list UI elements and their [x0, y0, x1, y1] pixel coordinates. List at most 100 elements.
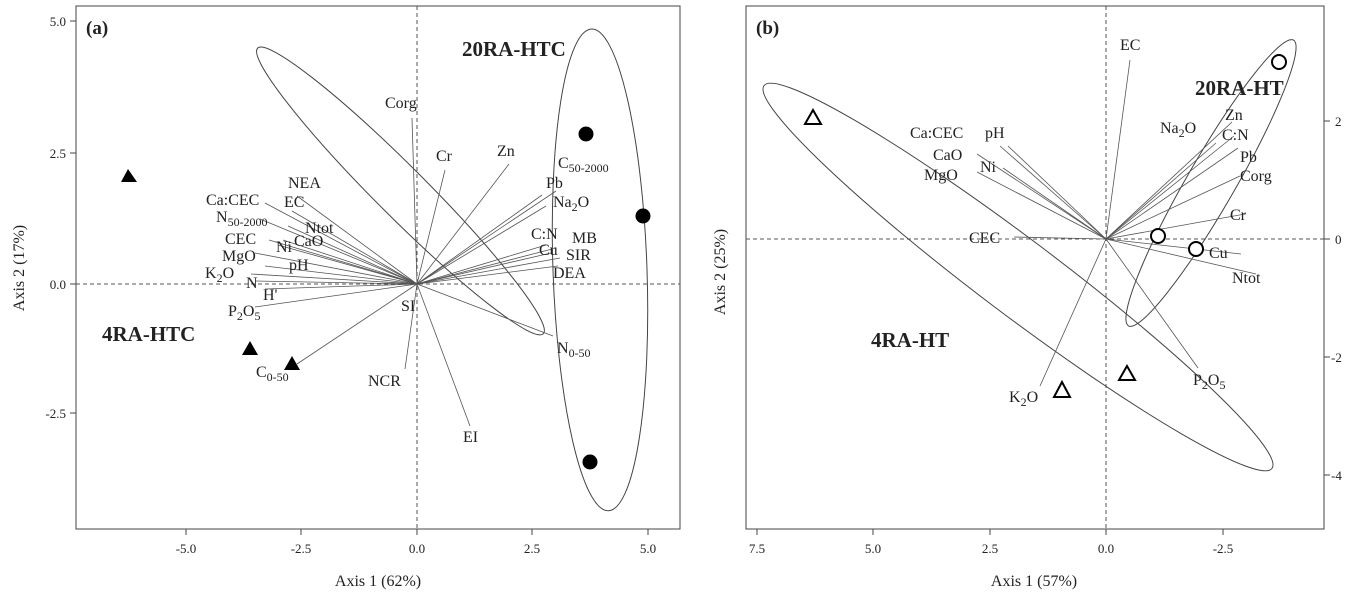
- vector-DEA: [416, 265, 559, 285]
- point-4RA-HTC: [121, 169, 137, 182]
- panel-a-x-ticks: [185, 529, 649, 535]
- panel-b-y-ticks: [1324, 120, 1330, 476]
- vector-MB: [416, 247, 557, 285]
- vector-label-EI: EI: [463, 429, 478, 446]
- vector-Zn: [1105, 121, 1233, 240]
- vector-label-Cr: Cr: [436, 148, 453, 165]
- point-4RA-HT: [1117, 363, 1137, 381]
- vector-label-Cr: Cr: [1230, 207, 1247, 224]
- point-4RA-HTC: [284, 356, 300, 370]
- vector-label-CaO: CaO: [294, 233, 323, 250]
- panel-a: (a) 20RA-HTC 4RA-HTC -5.0 -2.5 0.0 2.5 5…: [11, 5, 681, 590]
- vector-label-H: H': [263, 287, 278, 304]
- vector-label-SIR: SIR: [566, 247, 591, 264]
- vector-label-CN: C:N: [1222, 127, 1249, 144]
- vector-SIR: [416, 257, 561, 285]
- vector-label-C50-2000: C50-2000: [558, 155, 609, 175]
- point-20RA-HTC: [582, 454, 598, 470]
- panel-b-x-ticks: [756, 529, 1224, 535]
- vector-CEC: [268, 239, 418, 285]
- vector-CaO: [282, 239, 418, 285]
- vector-Na2O: [416, 205, 547, 285]
- vector-CaO: [976, 153, 1107, 240]
- point-4RA-HTC: [242, 341, 258, 355]
- vector-label-pH: pH: [289, 257, 309, 274]
- y-tick-label: 0.0: [50, 277, 66, 292]
- ellipse-4RA-HTC: [256, 46, 545, 336]
- vector-label-NCR: NCR: [368, 373, 401, 390]
- vector-label-EC: EC: [284, 194, 304, 211]
- vector-MgO: [976, 171, 1107, 240]
- vector-label-DEA: DEA: [553, 265, 586, 282]
- vector-Corg: [411, 117, 418, 285]
- panel-b-label: (b): [756, 18, 779, 39]
- x-tick-label: 0.0: [1098, 541, 1114, 556]
- vector-label-EC: EC: [1120, 37, 1140, 54]
- vector-CaCEC: [264, 202, 418, 285]
- vector-label-Corg: Corg: [385, 95, 417, 112]
- vector-label-Ntot: Ntot: [305, 220, 334, 237]
- vector-Cu: [1105, 238, 1242, 255]
- x-tick-label: 5.0: [640, 541, 656, 556]
- vector-Corg: [1105, 175, 1241, 240]
- vector-label-Corg: Corg: [1240, 168, 1272, 185]
- vector-label-CEC: CEC: [969, 230, 1000, 247]
- vector-EC: [291, 210, 418, 285]
- vector-N050: [416, 283, 554, 337]
- y-tick-label: 2.5: [50, 146, 66, 161]
- vector-Cu: [416, 252, 552, 285]
- panel-a-points: [121, 126, 651, 470]
- vector-label-Pb: Pb: [1240, 149, 1257, 166]
- vector-Pb: [1105, 147, 1239, 240]
- vector-label-Zn: Zn: [1225, 107, 1243, 124]
- y-tick-label: 0: [1335, 232, 1342, 247]
- vector-H: [264, 283, 418, 290]
- y-tick-label: -4: [1331, 468, 1342, 483]
- vector-pH: [264, 265, 418, 285]
- vector-label-NEA: NEA: [288, 175, 321, 192]
- x-tick-label: -5.0: [176, 541, 197, 556]
- vector-P2O5: [1105, 238, 1199, 369]
- group-label-20RA-HT: 20RA-HT: [1195, 76, 1284, 100]
- ellipse-4RA-HT: [762, 82, 1274, 472]
- vector-label-N0-50: N0-50: [557, 340, 591, 360]
- panel-b-x-axis-title: Axis 1 (57%): [991, 573, 1077, 590]
- vector-label-Cu: Cu: [1209, 245, 1228, 262]
- panel-b: (b) 20RA-HT 4RA-HT 7.5 5.0 2.5 0.0 -2.5: [712, 5, 1342, 590]
- vector-label-Pb: Pb: [546, 175, 563, 192]
- panel-b-points: [803, 54, 1287, 398]
- panel-a-label: (a): [86, 18, 108, 39]
- vector-MgO: [254, 252, 418, 285]
- x-tick-label: 2.5: [982, 541, 998, 556]
- vector-C50: [416, 190, 557, 285]
- vector-pH: [1007, 145, 1107, 240]
- point-4RA-HT: [803, 107, 823, 125]
- vector-K2O: [250, 273, 418, 285]
- point-20RA-HTC: [578, 126, 594, 142]
- panel-a-y-axis-title: Axis 2 (17%): [11, 225, 28, 311]
- vector-label-Cu: Cu: [539, 242, 558, 259]
- vector-label-CaCEC: Ca:CEC: [206, 192, 259, 209]
- vector-Na2O: [1105, 142, 1217, 240]
- vector-label-Ni: Ni: [276, 239, 293, 256]
- vector-label-C0-50: C0-50: [256, 364, 289, 384]
- x-tick-label: 2.5: [524, 541, 540, 556]
- vector-N: [254, 280, 418, 285]
- vector-NCR: [404, 283, 418, 370]
- group-label-4RA-HTC: 4RA-HTC: [102, 322, 195, 346]
- vector-label-K2O: K2O: [1009, 389, 1038, 409]
- vector-label-MgO: MgO: [924, 167, 958, 184]
- vector-Pb: [416, 194, 543, 285]
- point-20RA-HT: [1150, 228, 1166, 244]
- vector-label-Ni: Ni: [980, 159, 997, 176]
- vector-CaCEC: [999, 145, 1107, 240]
- panel-a-y-ticks: [70, 20, 76, 414]
- panel-b-frame: [745, 5, 1325, 530]
- vector-label-N50-2000: N50-2000: [216, 209, 268, 229]
- point-4RA-HT: [1052, 379, 1072, 398]
- vector-label-Ntot: Ntot: [1232, 270, 1261, 287]
- vector-Ntot: [1105, 238, 1257, 275]
- vector-Cr: [1105, 213, 1246, 240]
- x-tick-label: -2.5: [1213, 541, 1234, 556]
